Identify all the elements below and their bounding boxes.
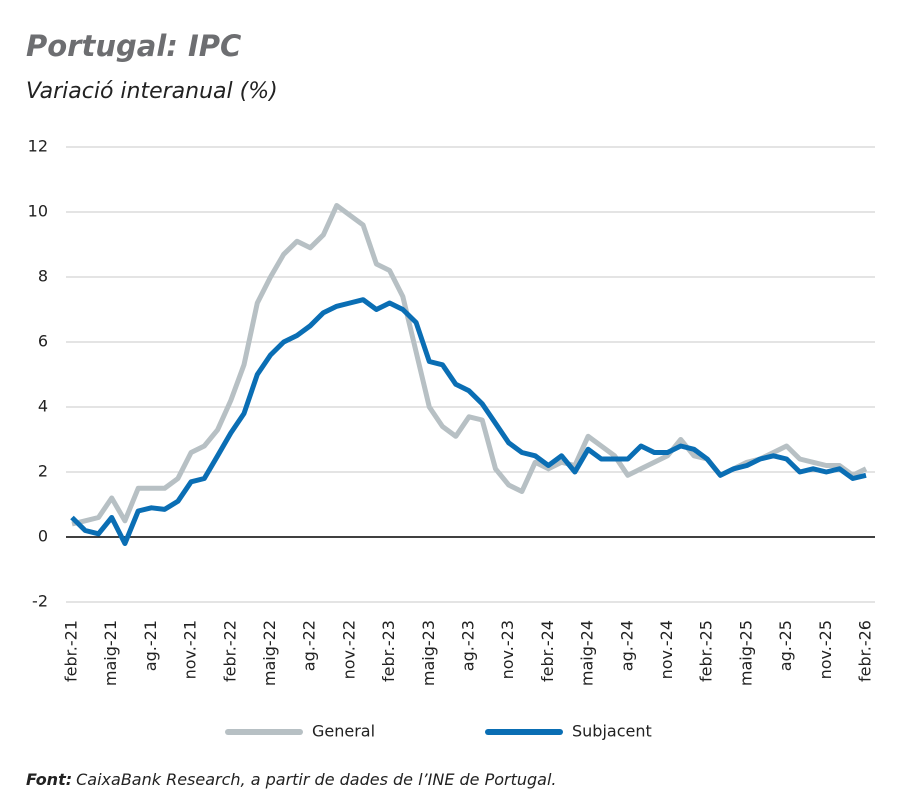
- x-tick-label: maig-25: [736, 620, 755, 686]
- x-tick-label: febr.-24: [538, 620, 557, 682]
- source: Font: CaixaBank Research, a partir de dad…: [26, 770, 557, 789]
- x-tick-label: maig-22: [260, 620, 279, 686]
- x-tick-label: febr.-25: [697, 620, 716, 682]
- x-tick-label: febr.-22: [220, 620, 239, 682]
- source-text: CaixaBank Research, a partir de dades de…: [76, 770, 556, 789]
- x-tick-label: maig-23: [419, 620, 438, 686]
- x-tick-label: nov.-25: [816, 620, 835, 679]
- x-tick-label: maig-24: [578, 620, 597, 686]
- x-tick-label: ag.-23: [459, 620, 478, 671]
- x-tick-label: ag.-25: [776, 620, 795, 671]
- x-tick-label: nov.-24: [657, 620, 676, 679]
- x-tick-label: febr.-26: [856, 620, 875, 682]
- series-line: [70, 297, 867, 546]
- x-tick-label: nov.-21: [181, 620, 200, 679]
- x-tick-label: ag.-22: [300, 620, 319, 671]
- y-tick-label: 8: [38, 267, 48, 286]
- y-tick-label: 2: [38, 462, 48, 481]
- legend-label: Subjacent: [572, 722, 652, 741]
- x-tick-label: febr.-23: [379, 620, 398, 682]
- x-tick-label: nov.-22: [339, 620, 358, 679]
- y-tick-label: 0: [38, 527, 48, 546]
- source-label: Font:: [26, 770, 72, 789]
- chart-subtitle: Variació interanual (%): [26, 79, 278, 104]
- x-tick-label: febr.-21: [62, 620, 81, 682]
- x-tick-label: ag.-24: [617, 620, 636, 671]
- chart-title: Portugal: IPC: [26, 29, 241, 63]
- y-tick-label: 4: [38, 397, 48, 416]
- x-tick-label: ag.-21: [141, 620, 160, 671]
- y-tick-label: 10: [28, 202, 48, 221]
- legend-label: General: [312, 722, 375, 741]
- series-line: [71, 203, 868, 527]
- x-tick-label: nov.-23: [498, 620, 517, 679]
- y-tick-label: -2: [32, 592, 48, 611]
- y-tick-label: 6: [38, 332, 48, 351]
- x-tick-label: maig-21: [101, 620, 120, 686]
- y-tick-label: 12: [28, 137, 48, 156]
